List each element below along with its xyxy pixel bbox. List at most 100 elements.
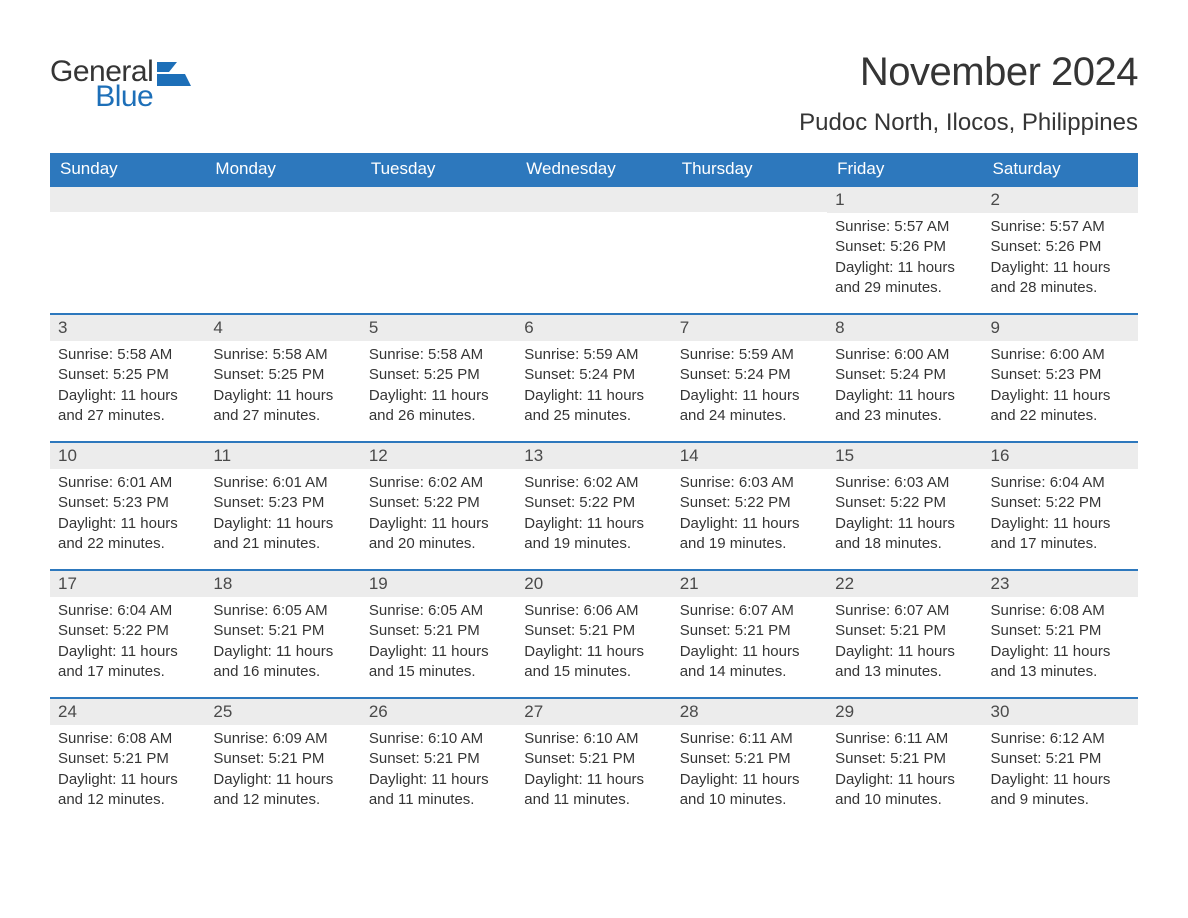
day-wrapper: 30Sunrise: 6:12 AMSunset: 5:21 PMDayligh… bbox=[983, 697, 1138, 814]
calendar-day-cell bbox=[361, 185, 516, 313]
day-wrapper: 23Sunrise: 6:08 AMSunset: 5:21 PMDayligh… bbox=[983, 569, 1138, 686]
logo-flag-icon bbox=[157, 62, 191, 91]
sunrise-line: Sunrise: 6:04 AM bbox=[58, 601, 197, 621]
sunset-line: Sunset: 5:21 PM bbox=[369, 621, 508, 641]
sunrise-line: Sunrise: 6:10 AM bbox=[369, 729, 508, 749]
sunset-line: Sunset: 5:24 PM bbox=[524, 365, 663, 385]
day-number: 16 bbox=[983, 441, 1138, 469]
calendar-day-cell: 25Sunrise: 6:09 AMSunset: 5:21 PMDayligh… bbox=[205, 697, 360, 825]
sunset-line: Sunset: 5:21 PM bbox=[369, 749, 508, 769]
day-wrapper: 14Sunrise: 6:03 AMSunset: 5:22 PMDayligh… bbox=[672, 441, 827, 558]
day-wrapper: 1Sunrise: 5:57 AMSunset: 5:26 PMDaylight… bbox=[827, 185, 982, 302]
day-details: Sunrise: 6:09 AMSunset: 5:21 PMDaylight:… bbox=[205, 725, 360, 814]
sunset-line: Sunset: 5:21 PM bbox=[213, 749, 352, 769]
sunrise-line: Sunrise: 5:59 AM bbox=[524, 345, 663, 365]
sunset-line: Sunset: 5:26 PM bbox=[835, 237, 974, 257]
day-details: Sunrise: 6:10 AMSunset: 5:21 PMDaylight:… bbox=[516, 725, 671, 814]
sunset-line: Sunset: 5:21 PM bbox=[524, 749, 663, 769]
day-details: Sunrise: 6:05 AMSunset: 5:21 PMDaylight:… bbox=[361, 597, 516, 686]
sunset-line: Sunset: 5:21 PM bbox=[680, 621, 819, 641]
sunrise-line: Sunrise: 6:12 AM bbox=[991, 729, 1130, 749]
sunrise-line: Sunrise: 6:08 AM bbox=[991, 601, 1130, 621]
calendar-body: 1Sunrise: 5:57 AMSunset: 5:26 PMDaylight… bbox=[50, 185, 1138, 825]
day-wrapper: 9Sunrise: 6:00 AMSunset: 5:23 PMDaylight… bbox=[983, 313, 1138, 430]
day-number: 18 bbox=[205, 569, 360, 597]
sunset-line: Sunset: 5:24 PM bbox=[680, 365, 819, 385]
daylight-line: Daylight: 11 hours and 17 minutes. bbox=[991, 514, 1130, 555]
day-wrapper: 6Sunrise: 5:59 AMSunset: 5:24 PMDaylight… bbox=[516, 313, 671, 430]
day-wrapper: 15Sunrise: 6:03 AMSunset: 5:22 PMDayligh… bbox=[827, 441, 982, 558]
sunrise-line: Sunrise: 6:07 AM bbox=[835, 601, 974, 621]
day-wrapper: 2Sunrise: 5:57 AMSunset: 5:26 PMDaylight… bbox=[983, 185, 1138, 302]
day-wrapper: 5Sunrise: 5:58 AMSunset: 5:25 PMDaylight… bbox=[361, 313, 516, 430]
sunset-line: Sunset: 5:25 PM bbox=[58, 365, 197, 385]
calendar-day-cell: 3Sunrise: 5:58 AMSunset: 5:25 PMDaylight… bbox=[50, 313, 205, 441]
weekday-header: Wednesday bbox=[516, 153, 671, 185]
day-number: 14 bbox=[672, 441, 827, 469]
day-number: 27 bbox=[516, 697, 671, 725]
sunset-line: Sunset: 5:22 PM bbox=[58, 621, 197, 641]
sunrise-line: Sunrise: 6:04 AM bbox=[991, 473, 1130, 493]
calendar-day-cell: 8Sunrise: 6:00 AMSunset: 5:24 PMDaylight… bbox=[827, 313, 982, 441]
day-wrapper: 19Sunrise: 6:05 AMSunset: 5:21 PMDayligh… bbox=[361, 569, 516, 686]
daylight-line: Daylight: 11 hours and 13 minutes. bbox=[991, 642, 1130, 683]
day-number: 3 bbox=[50, 313, 205, 341]
calendar-day-cell: 6Sunrise: 5:59 AMSunset: 5:24 PMDaylight… bbox=[516, 313, 671, 441]
calendar-header-row: Sunday Monday Tuesday Wednesday Thursday… bbox=[50, 153, 1138, 185]
day-number: 7 bbox=[672, 313, 827, 341]
day-details: Sunrise: 6:11 AMSunset: 5:21 PMDaylight:… bbox=[827, 725, 982, 814]
sunset-line: Sunset: 5:21 PM bbox=[213, 621, 352, 641]
empty-day-bar bbox=[50, 185, 205, 212]
logo-text: General Blue bbox=[50, 58, 153, 110]
sunrise-line: Sunrise: 5:58 AM bbox=[213, 345, 352, 365]
logo: General Blue bbox=[50, 58, 191, 110]
empty-day-bar bbox=[361, 185, 516, 212]
calendar-day-cell: 1Sunrise: 5:57 AMSunset: 5:26 PMDaylight… bbox=[827, 185, 982, 313]
sunrise-line: Sunrise: 6:08 AM bbox=[58, 729, 197, 749]
sunrise-line: Sunrise: 6:01 AM bbox=[58, 473, 197, 493]
sunrise-line: Sunrise: 6:00 AM bbox=[835, 345, 974, 365]
day-details: Sunrise: 5:57 AMSunset: 5:26 PMDaylight:… bbox=[827, 213, 982, 302]
daylight-line: Daylight: 11 hours and 19 minutes. bbox=[524, 514, 663, 555]
sunrise-line: Sunrise: 5:59 AM bbox=[680, 345, 819, 365]
sunrise-line: Sunrise: 6:03 AM bbox=[835, 473, 974, 493]
calendar-day-cell: 24Sunrise: 6:08 AMSunset: 5:21 PMDayligh… bbox=[50, 697, 205, 825]
calendar-day-cell: 30Sunrise: 6:12 AMSunset: 5:21 PMDayligh… bbox=[983, 697, 1138, 825]
day-details: Sunrise: 5:58 AMSunset: 5:25 PMDaylight:… bbox=[50, 341, 205, 430]
calendar-day-cell: 15Sunrise: 6:03 AMSunset: 5:22 PMDayligh… bbox=[827, 441, 982, 569]
day-number: 28 bbox=[672, 697, 827, 725]
calendar-day-cell: 16Sunrise: 6:04 AMSunset: 5:22 PMDayligh… bbox=[983, 441, 1138, 569]
day-details: Sunrise: 6:06 AMSunset: 5:21 PMDaylight:… bbox=[516, 597, 671, 686]
calendar-day-cell: 19Sunrise: 6:05 AMSunset: 5:21 PMDayligh… bbox=[361, 569, 516, 697]
day-wrapper: 26Sunrise: 6:10 AMSunset: 5:21 PMDayligh… bbox=[361, 697, 516, 814]
day-details: Sunrise: 6:04 AMSunset: 5:22 PMDaylight:… bbox=[50, 597, 205, 686]
daylight-line: Daylight: 11 hours and 9 minutes. bbox=[991, 770, 1130, 811]
day-wrapper: 3Sunrise: 5:58 AMSunset: 5:25 PMDaylight… bbox=[50, 313, 205, 430]
day-number: 4 bbox=[205, 313, 360, 341]
sunset-line: Sunset: 5:21 PM bbox=[524, 621, 663, 641]
day-wrapper: 8Sunrise: 6:00 AMSunset: 5:24 PMDaylight… bbox=[827, 313, 982, 430]
daylight-line: Daylight: 11 hours and 22 minutes. bbox=[58, 514, 197, 555]
sunset-line: Sunset: 5:23 PM bbox=[58, 493, 197, 513]
day-wrapper: 28Sunrise: 6:11 AMSunset: 5:21 PMDayligh… bbox=[672, 697, 827, 814]
day-number: 10 bbox=[50, 441, 205, 469]
day-wrapper: 25Sunrise: 6:09 AMSunset: 5:21 PMDayligh… bbox=[205, 697, 360, 814]
calendar-day-cell: 23Sunrise: 6:08 AMSunset: 5:21 PMDayligh… bbox=[983, 569, 1138, 697]
calendar-day-cell bbox=[672, 185, 827, 313]
location-subtitle: Pudoc North, Ilocos, Philippines bbox=[799, 109, 1138, 137]
day-details: Sunrise: 6:11 AMSunset: 5:21 PMDaylight:… bbox=[672, 725, 827, 814]
title-block: November 2024 Pudoc North, Ilocos, Phili… bbox=[799, 50, 1138, 147]
sunset-line: Sunset: 5:21 PM bbox=[991, 621, 1130, 641]
day-number: 15 bbox=[827, 441, 982, 469]
sunset-line: Sunset: 5:26 PM bbox=[991, 237, 1130, 257]
sunset-line: Sunset: 5:24 PM bbox=[835, 365, 974, 385]
weekday-header: Thursday bbox=[672, 153, 827, 185]
day-details: Sunrise: 5:58 AMSunset: 5:25 PMDaylight:… bbox=[361, 341, 516, 430]
daylight-line: Daylight: 11 hours and 27 minutes. bbox=[58, 386, 197, 427]
daylight-line: Daylight: 11 hours and 26 minutes. bbox=[369, 386, 508, 427]
sunset-line: Sunset: 5:23 PM bbox=[991, 365, 1130, 385]
daylight-line: Daylight: 11 hours and 15 minutes. bbox=[369, 642, 508, 683]
calendar-day-cell: 12Sunrise: 6:02 AMSunset: 5:22 PMDayligh… bbox=[361, 441, 516, 569]
calendar-day-cell: 11Sunrise: 6:01 AMSunset: 5:23 PMDayligh… bbox=[205, 441, 360, 569]
calendar-week-row: 1Sunrise: 5:57 AMSunset: 5:26 PMDaylight… bbox=[50, 185, 1138, 313]
